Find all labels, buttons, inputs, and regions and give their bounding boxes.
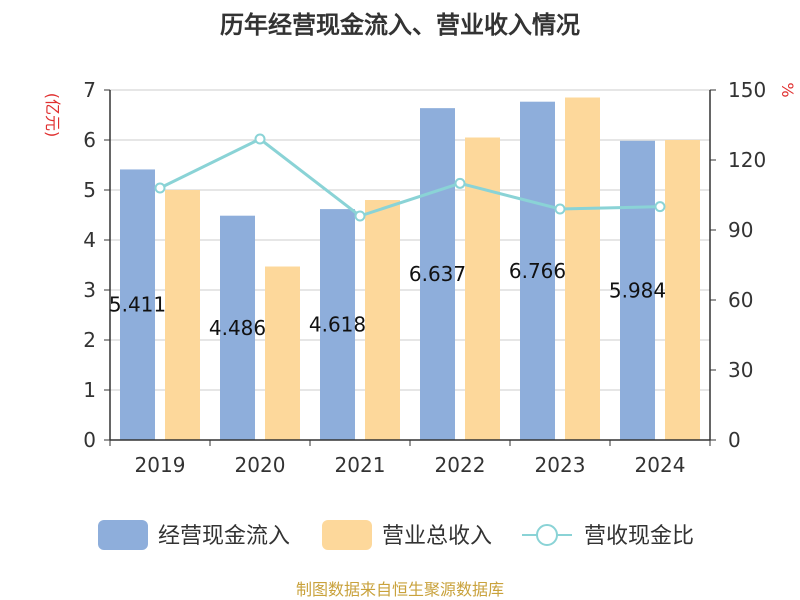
x-tick-label: 2020 xyxy=(235,453,286,477)
right-tick-label: 60 xyxy=(728,288,753,312)
right-tick-label: 150 xyxy=(728,78,766,102)
line-point xyxy=(354,210,366,222)
line-point xyxy=(554,203,566,215)
bar xyxy=(665,140,700,440)
left-tick-label: 5 xyxy=(83,178,96,202)
ratio-line xyxy=(154,133,666,222)
footer-source: 制图数据来自恒生聚源数据库 xyxy=(296,580,504,599)
axes: 0 1 2 3 4 5 6 7 0 30 60 90 120 150 2019 2020 2021 2022 202… xyxy=(83,78,766,477)
data-label: 5.411 xyxy=(109,293,166,317)
bar xyxy=(165,190,200,440)
right-axis-unit: % xyxy=(778,82,797,97)
line-point xyxy=(454,177,466,189)
legend: 经营现金流入 营业总收入 营收现金比 xyxy=(98,520,694,550)
bar xyxy=(420,108,455,441)
bars xyxy=(120,97,700,441)
bar xyxy=(365,200,400,440)
bar xyxy=(465,137,500,440)
data-label: 4.486 xyxy=(209,316,266,340)
right-tick-label: 0 xyxy=(728,428,741,452)
chart-title: 历年经营现金流入、营业收入情况 xyxy=(220,11,580,39)
bar xyxy=(220,215,255,440)
x-tick-label: 2019 xyxy=(135,453,186,477)
line-point xyxy=(154,182,166,194)
x-tick-label: 2024 xyxy=(635,453,686,477)
bar xyxy=(320,209,355,440)
left-tick-label: 4 xyxy=(83,228,96,252)
legend-marker xyxy=(536,524,558,546)
bar xyxy=(520,101,555,440)
bar xyxy=(565,97,600,440)
bar xyxy=(620,140,655,441)
left-tick-label: 0 xyxy=(83,428,96,452)
x-tick-label: 2021 xyxy=(335,453,386,477)
data-label: 4.618 xyxy=(309,313,366,337)
left-tick-label: 6 xyxy=(83,128,96,152)
gridlines xyxy=(110,89,710,391)
right-tick-label: 120 xyxy=(728,148,766,172)
line-point xyxy=(654,201,666,213)
data-label: 6.637 xyxy=(409,262,466,286)
line-point xyxy=(254,133,266,145)
legend-swatch xyxy=(322,520,372,550)
left-tick-label: 3 xyxy=(83,278,96,302)
right-tick-label: 30 xyxy=(728,358,753,382)
left-tick-label: 7 xyxy=(83,78,96,102)
left-tick-label: 1 xyxy=(83,378,96,402)
legend-swatch xyxy=(98,520,148,550)
line-series xyxy=(159,137,661,218)
left-tick-label: 2 xyxy=(83,328,96,352)
bar xyxy=(265,266,300,440)
bar xyxy=(120,169,155,440)
legend-label: 营业总收入 xyxy=(382,524,492,549)
right-tick-label: 90 xyxy=(728,218,753,242)
data-label: 5.984 xyxy=(609,278,666,302)
x-tick-label: 2022 xyxy=(435,453,486,477)
legend-label: 经营现金流入 xyxy=(158,524,290,549)
legend-label: 营收现金比 xyxy=(584,524,694,549)
left-axis-unit: (亿元) xyxy=(43,93,62,138)
data-labels: 5.411 4.486 4.618 6.637 6.766 5.984 xyxy=(109,259,666,340)
x-tick-label: 2023 xyxy=(535,453,586,477)
data-label: 6.766 xyxy=(509,259,566,283)
